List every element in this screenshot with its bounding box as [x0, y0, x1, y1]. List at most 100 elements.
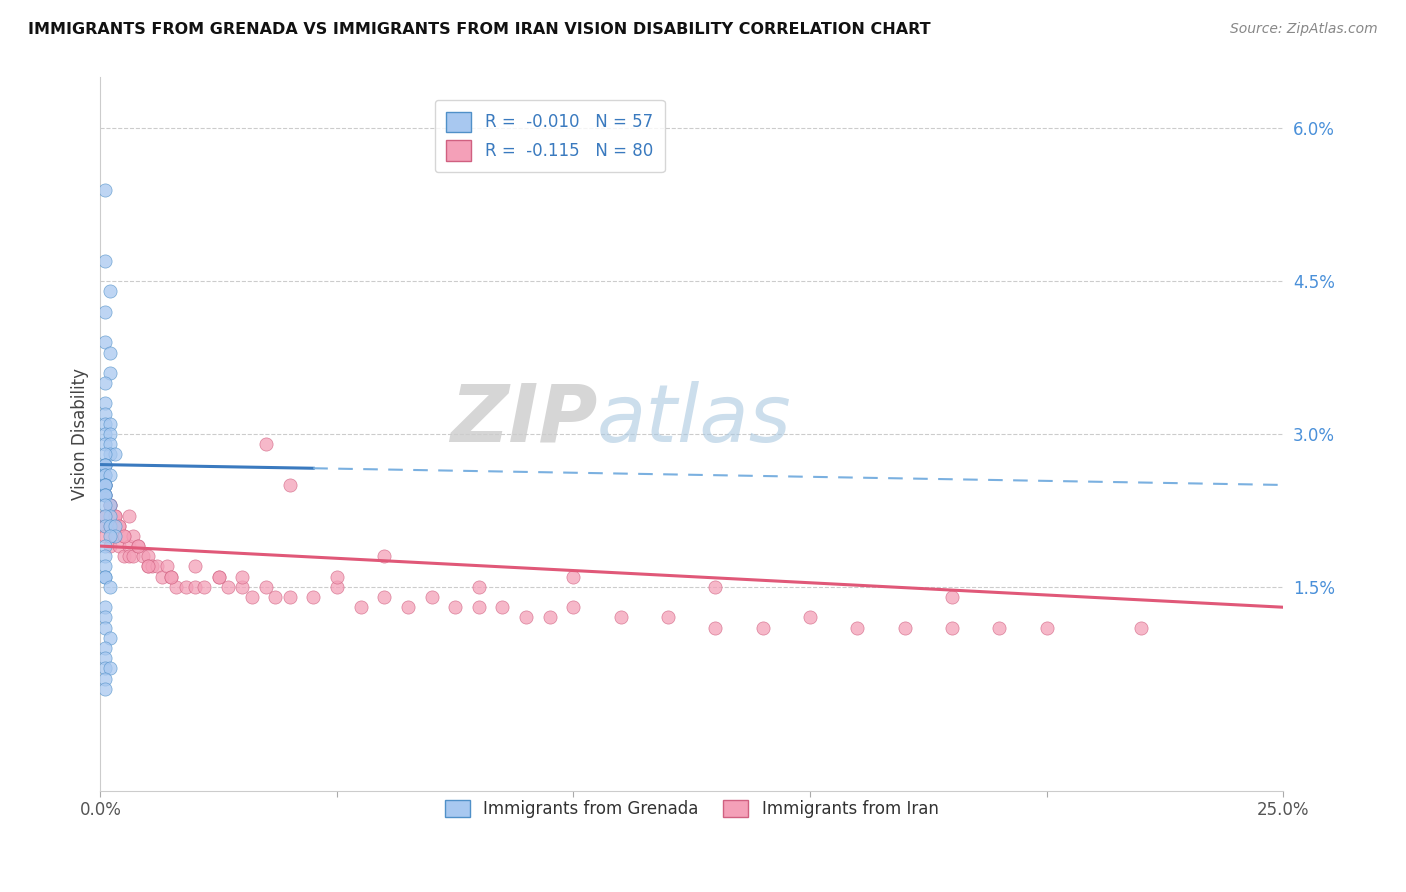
Point — [94, 661, 117, 675]
Point — [94, 478, 117, 492]
Point — [174, 580, 197, 594]
Point — [94, 559, 117, 574]
Point — [165, 580, 187, 594]
Point — [146, 559, 169, 574]
Point — [98, 417, 121, 431]
Point — [112, 549, 135, 564]
Point — [98, 447, 121, 461]
Point — [94, 478, 117, 492]
Point — [94, 569, 117, 583]
Point — [941, 621, 963, 635]
Point — [94, 488, 117, 502]
Point — [108, 518, 131, 533]
Point — [94, 600, 117, 615]
Point — [207, 569, 229, 583]
Point — [240, 590, 263, 604]
Point — [122, 529, 145, 543]
Point — [94, 458, 117, 472]
Point — [103, 508, 125, 523]
Point — [98, 529, 121, 543]
Point — [491, 600, 513, 615]
Point — [231, 580, 253, 594]
Point — [94, 467, 117, 482]
Point — [98, 518, 121, 533]
Point — [94, 182, 117, 196]
Point — [94, 508, 117, 523]
Point — [98, 661, 121, 675]
Point — [94, 672, 117, 686]
Point — [98, 518, 121, 533]
Point — [184, 559, 207, 574]
Point — [207, 569, 229, 583]
Point — [94, 376, 117, 390]
Point — [98, 437, 121, 451]
Point — [846, 621, 869, 635]
Point — [349, 600, 371, 615]
Point — [122, 549, 145, 564]
Point — [94, 396, 117, 410]
Point — [231, 569, 253, 583]
Point — [94, 651, 117, 665]
Point — [444, 600, 467, 615]
Point — [118, 539, 141, 553]
Point — [98, 631, 121, 645]
Point — [98, 580, 121, 594]
Point — [94, 499, 117, 513]
Point — [94, 305, 117, 319]
Point — [893, 621, 915, 635]
Point — [108, 539, 131, 553]
Point — [127, 539, 149, 553]
Point — [118, 549, 141, 564]
Point — [1035, 621, 1057, 635]
Point — [94, 478, 117, 492]
Point — [326, 580, 349, 594]
Point — [94, 518, 117, 533]
Point — [799, 610, 821, 624]
Point — [468, 600, 491, 615]
Point — [132, 549, 155, 564]
Text: IMMIGRANTS FROM GRENADA VS IMMIGRANTS FROM IRAN VISION DISABILITY CORRELATION CH: IMMIGRANTS FROM GRENADA VS IMMIGRANTS FR… — [28, 22, 931, 37]
Point — [94, 488, 117, 502]
Point — [103, 518, 125, 533]
Point — [103, 508, 125, 523]
Point — [941, 590, 963, 604]
Point — [254, 580, 277, 594]
Point — [98, 427, 121, 442]
Text: atlas: atlas — [598, 381, 792, 458]
Point — [108, 518, 131, 533]
Point — [136, 559, 159, 574]
Point — [562, 600, 585, 615]
Point — [103, 447, 125, 461]
Point — [94, 253, 117, 268]
Point — [396, 600, 419, 615]
Point — [326, 569, 349, 583]
Point — [112, 529, 135, 543]
Point — [94, 518, 117, 533]
Point — [160, 569, 183, 583]
Point — [94, 467, 117, 482]
Point — [98, 508, 121, 523]
Point — [94, 539, 117, 553]
Point — [94, 407, 117, 421]
Point — [94, 640, 117, 655]
Text: Source: ZipAtlas.com: Source: ZipAtlas.com — [1230, 22, 1378, 37]
Point — [94, 488, 117, 502]
Point — [562, 569, 585, 583]
Point — [118, 508, 141, 523]
Point — [98, 366, 121, 380]
Point — [103, 529, 125, 543]
Point — [98, 285, 121, 299]
Point — [302, 590, 325, 604]
Point — [94, 508, 117, 523]
Point — [515, 610, 537, 624]
Point — [751, 621, 773, 635]
Point — [193, 580, 215, 594]
Point — [609, 610, 631, 624]
Point — [160, 569, 183, 583]
Point — [278, 478, 301, 492]
Point — [373, 549, 395, 564]
Point — [94, 437, 117, 451]
Point — [657, 610, 679, 624]
Point — [94, 681, 117, 696]
Point — [420, 590, 443, 604]
